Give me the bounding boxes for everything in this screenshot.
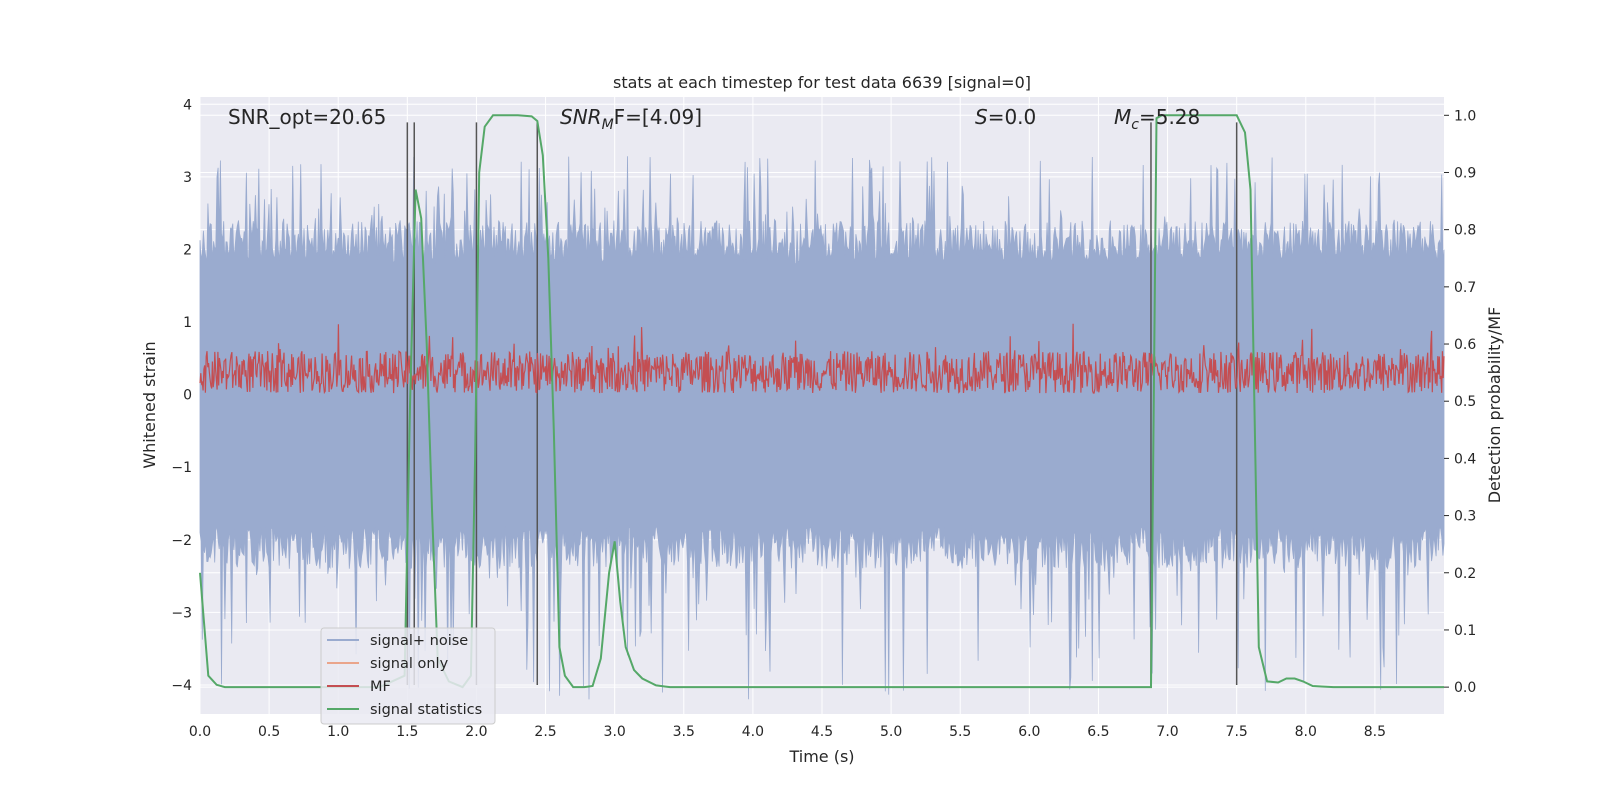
- x-tick-label: 3.5: [673, 724, 695, 740]
- x-tick-label: 5.5: [949, 724, 971, 740]
- x-tick-label: 1.5: [396, 724, 418, 740]
- y-right-tick-label: 0.8: [1454, 223, 1476, 239]
- x-tick-label: 7.5: [1226, 724, 1248, 740]
- signal-statistics-series: [199, 114, 1444, 689]
- x-tick-label: 1.0: [327, 724, 349, 740]
- y-axis-right-label: Detection probability/MF: [1485, 307, 1504, 504]
- snr-mf-annotation: SNRMF=[4.09]: [560, 105, 702, 133]
- y-tick-label: 0: [183, 388, 192, 404]
- s-annotation: S=0.0: [975, 105, 1036, 129]
- x-tick-label: 5.0: [880, 724, 902, 740]
- y-tick-label: −2: [171, 533, 192, 549]
- y-right-tick-label: 0.9: [1454, 165, 1476, 181]
- y-right-tick-label: 0.3: [1454, 509, 1476, 525]
- x-tick-label: 6.0: [1018, 724, 1040, 740]
- x-tick-label: 2.5: [534, 724, 556, 740]
- y-right-tick-label: 0.0: [1454, 680, 1476, 696]
- y-tick-label: −4: [171, 678, 192, 694]
- legend-entry-noise: signal+ noise: [370, 633, 468, 649]
- y-right-tick-label: 0.2: [1454, 566, 1476, 582]
- y-right-tick-label: 0.1: [1454, 623, 1476, 639]
- mf-series: [199, 323, 1445, 395]
- x-tick-label: 4.0: [742, 724, 764, 740]
- y-right-tick-label: 1.0: [1454, 108, 1476, 124]
- y-right-tick-label: 0.4: [1454, 451, 1476, 467]
- y-tick-label: 2: [183, 242, 192, 258]
- legend: signal+ noise signal only MF signal stat…: [320, 627, 496, 725]
- x-tick-label: 4.5: [811, 724, 833, 740]
- snr-mf-sub: M: [602, 117, 614, 133]
- mc-base: M: [1114, 105, 1131, 129]
- snr-mf-base: SNR: [560, 105, 602, 129]
- y-right-tick-label: 0.7: [1454, 280, 1476, 296]
- x-axis-label: Time (s): [788, 747, 854, 766]
- ticks: 0.0 0.5 1.0 1.5 2.0 2.5 3.0 3.5 4.0 4.5 5.0 5.5 6.0 6…: [171, 97, 1476, 740]
- y-tick-label: 3: [183, 170, 192, 186]
- y-tick-label: 4: [183, 97, 192, 113]
- x-tick-label: 7.0: [1156, 724, 1178, 740]
- legend-entry-mf: MF: [370, 679, 391, 695]
- legend-entry-stats: signal statistics: [370, 702, 482, 718]
- mc-annotation: Mc=5.28: [1114, 105, 1200, 133]
- x-tick-label: 0.5: [258, 724, 280, 740]
- y-right-tick-label: 0.5: [1454, 394, 1476, 410]
- mc-sub: c: [1131, 117, 1139, 133]
- y-tick-label: 1: [183, 315, 192, 331]
- mc-rest: =5.28: [1139, 105, 1200, 129]
- s-rest: =0.0: [988, 105, 1037, 129]
- y-right-tick-label: 0.6: [1454, 337, 1476, 353]
- x-tick-label: 3.0: [604, 724, 626, 740]
- chart-title: stats at each timestep for test data 663…: [613, 73, 1031, 92]
- y-tick-label: −3: [171, 605, 192, 621]
- legend-box: [320, 627, 496, 725]
- s-var: S: [975, 105, 988, 129]
- x-tick-label: 8.5: [1364, 724, 1386, 740]
- y-axis-label: Whitened strain: [140, 341, 159, 468]
- snr-opt-annotation: SNR_opt=20.65: [228, 105, 386, 129]
- snr-mf-rest: F=[4.09]: [614, 105, 702, 129]
- x-tick-label: 0.0: [189, 724, 211, 740]
- x-tick-label: 2.0: [465, 724, 487, 740]
- y-tick-label: −1: [171, 460, 192, 476]
- x-tick-label: 8.0: [1295, 724, 1317, 740]
- legend-entry-signal-only: signal only: [370, 656, 449, 672]
- mf-line: [199, 323, 1445, 395]
- signal-statistics-line: [199, 114, 1444, 689]
- x-tick-label: 6.5: [1087, 724, 1109, 740]
